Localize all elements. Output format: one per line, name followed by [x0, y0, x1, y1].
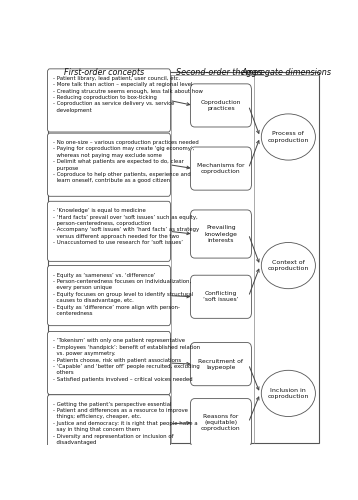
FancyBboxPatch shape [48, 395, 170, 453]
FancyBboxPatch shape [190, 147, 251, 190]
Text: First-order concepts: First-order concepts [64, 68, 145, 78]
Text: - ‘Knowledge’ is equal to medicine
- ‘Hard facts’ prevail over ‘soft issues’ suc: - ‘Knowledge’ is equal to medicine - ‘Ha… [53, 208, 199, 245]
Ellipse shape [261, 114, 315, 160]
FancyBboxPatch shape [48, 266, 170, 326]
Text: - Equity as ‘sameness’ vs. ‘difference’
- Person-centeredness focuses on individ: - Equity as ‘sameness’ vs. ‘difference’ … [53, 272, 193, 316]
FancyBboxPatch shape [48, 332, 170, 394]
FancyBboxPatch shape [190, 275, 251, 318]
FancyBboxPatch shape [190, 398, 251, 446]
Text: Second-order themes: Second-order themes [176, 68, 263, 78]
Text: Aggregate dimensions: Aggregate dimensions [241, 68, 331, 78]
Text: - Getting the patient’s perspective essential
- Patient and differences as a res: - Getting the patient’s perspective esse… [53, 402, 198, 445]
Text: Recruitment of
laypeople: Recruitment of laypeople [198, 358, 243, 370]
Ellipse shape [261, 242, 315, 288]
Text: - Patient library, lead patient, user council, etc.
- More talk than action – es: - Patient library, lead patient, user co… [53, 76, 203, 113]
Text: Mechanisms for
coproduction: Mechanisms for coproduction [197, 163, 245, 174]
Text: Process of
coproduction: Process of coproduction [268, 132, 309, 142]
FancyBboxPatch shape [190, 342, 251, 386]
Ellipse shape [261, 370, 315, 416]
FancyBboxPatch shape [48, 133, 170, 196]
Text: Context of
coproduction: Context of coproduction [268, 260, 309, 271]
FancyBboxPatch shape [48, 202, 170, 262]
Text: Coproduction
practices: Coproduction practices [201, 100, 241, 111]
Text: Conflicting
‘soft issues’: Conflicting ‘soft issues’ [203, 291, 239, 302]
Text: Prevailing
knowledge
interests: Prevailing knowledge interests [204, 226, 237, 242]
Text: - ‘Tokenism’ with only one patient representative
- Employees ‘handpick’: benefi: - ‘Tokenism’ with only one patient repre… [53, 338, 200, 382]
Text: Inclusion in
coproduction: Inclusion in coproduction [268, 388, 309, 399]
FancyBboxPatch shape [190, 84, 251, 127]
FancyBboxPatch shape [48, 69, 170, 132]
Text: - No one-size – various coproduction practices needed
- Paying for coproduction : - No one-size – various coproduction pra… [53, 140, 199, 184]
Text: Reasons for
(equitable)
coproduction: Reasons for (equitable) coproduction [201, 414, 241, 432]
FancyBboxPatch shape [190, 210, 251, 258]
